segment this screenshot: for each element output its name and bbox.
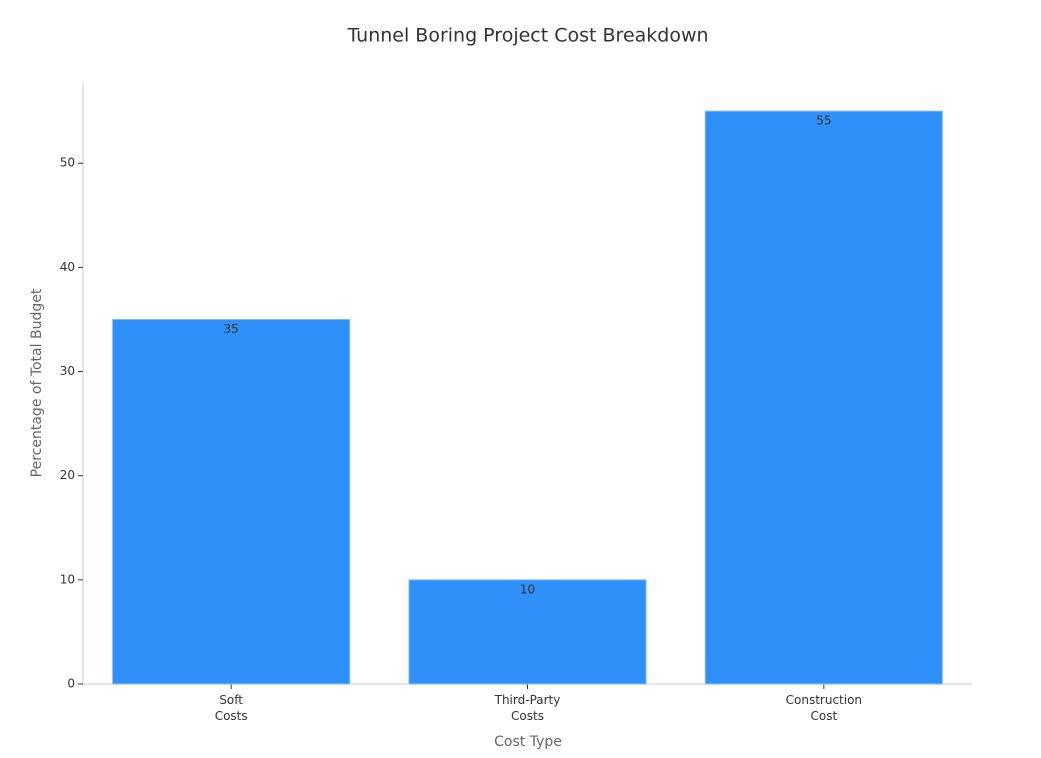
data-label: 35 — [224, 322, 239, 336]
y-tick-label: 10 — [60, 572, 75, 586]
x-tick-label: Construction Cost — [786, 693, 862, 723]
y-tick-label: 30 — [60, 364, 75, 378]
bar — [408, 579, 647, 685]
y-axis-label: Percentage of Total Budget — [29, 288, 45, 477]
data-label: 10 — [520, 582, 535, 596]
x-tick-label: Soft Costs — [215, 693, 248, 723]
y-tick-label: 50 — [60, 156, 75, 170]
bar — [112, 318, 351, 685]
chart-title: Tunnel Boring Project Cost Breakdown — [346, 25, 708, 47]
bar — [704, 110, 943, 685]
y-tick-label: 20 — [60, 468, 75, 482]
data-label: 55 — [816, 114, 831, 128]
y-tick-label: 40 — [60, 260, 75, 274]
x-tick-label: Third-Party Costs — [494, 693, 561, 723]
y-tick-label: 0 — [67, 677, 75, 691]
x-axis-label: Cost Type — [494, 734, 562, 750]
